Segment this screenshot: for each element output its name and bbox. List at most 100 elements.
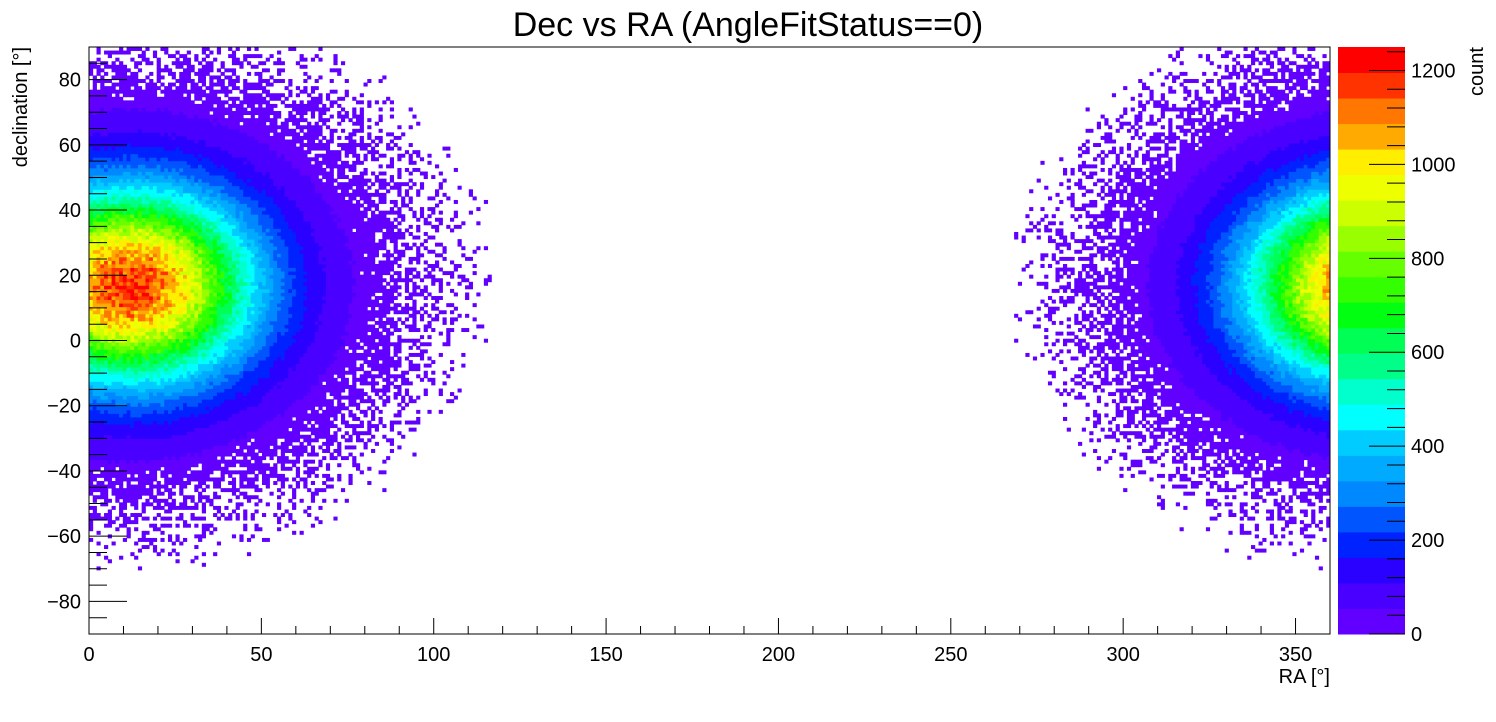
heatmap-cell bbox=[96, 349, 101, 354]
heatmap-cell bbox=[1251, 402, 1256, 407]
heatmap-cell bbox=[333, 388, 338, 393]
heatmap-cell bbox=[1243, 413, 1248, 418]
heatmap-cell bbox=[288, 360, 293, 365]
heatmap-cell bbox=[100, 438, 105, 443]
heatmap-cell bbox=[92, 495, 97, 500]
heatmap-cell bbox=[201, 406, 206, 411]
heatmap-cell bbox=[243, 349, 248, 354]
heatmap-cell bbox=[382, 434, 387, 439]
heatmap-cell bbox=[96, 374, 101, 379]
heatmap-cell bbox=[228, 473, 233, 478]
heatmap-cell bbox=[1096, 416, 1101, 421]
heatmap-cell bbox=[1096, 420, 1101, 425]
heatmap-cell bbox=[96, 388, 101, 393]
heatmap-cell bbox=[1258, 370, 1263, 375]
heatmap-cell bbox=[246, 374, 252, 379]
heatmap-cell bbox=[160, 424, 165, 429]
heatmap-cell bbox=[1138, 420, 1143, 425]
heatmap-cell bbox=[416, 420, 421, 425]
heatmap-cell bbox=[1119, 409, 1124, 414]
heatmap-cell bbox=[1277, 388, 1282, 393]
heatmap-cell bbox=[280, 427, 285, 432]
heatmap-cell bbox=[167, 523, 173, 528]
heatmap-cell bbox=[89, 488, 94, 493]
heatmap-cell bbox=[344, 456, 349, 461]
heatmap-cell bbox=[325, 420, 331, 425]
heatmap-cell bbox=[231, 381, 237, 386]
heatmap-cell bbox=[1168, 374, 1173, 379]
heatmap-cell bbox=[1258, 449, 1263, 453]
heatmap-cell bbox=[1318, 456, 1323, 461]
heatmap-cell bbox=[1160, 505, 1165, 510]
heatmap-cell bbox=[1235, 431, 1241, 436]
heatmap-cell bbox=[1288, 388, 1293, 393]
heatmap-cell bbox=[220, 434, 225, 439]
heatmap-cell bbox=[1194, 431, 1199, 436]
heatmap-cell bbox=[149, 399, 154, 404]
heatmap-cell bbox=[307, 434, 312, 439]
heatmap-cell bbox=[231, 456, 237, 461]
heatmap-cell bbox=[1209, 388, 1214, 393]
heatmap-cell bbox=[1292, 424, 1297, 429]
heatmap-cell bbox=[1228, 395, 1233, 400]
heatmap-cell bbox=[175, 470, 180, 475]
heatmap-cell bbox=[126, 484, 131, 489]
heatmap-cell bbox=[89, 516, 94, 521]
heatmap-cell bbox=[1179, 384, 1184, 389]
heatmap-cell bbox=[1209, 452, 1214, 457]
heatmap-cell bbox=[1183, 456, 1188, 461]
heatmap-cell bbox=[1202, 424, 1207, 429]
heatmap-cell bbox=[213, 466, 218, 471]
heatmap-cell bbox=[167, 449, 173, 453]
heatmap-cell bbox=[243, 445, 248, 450]
heatmap-cell bbox=[104, 413, 109, 418]
heatmap-cell bbox=[265, 416, 270, 421]
heatmap-cell bbox=[265, 402, 270, 407]
heatmap-cell bbox=[167, 381, 173, 386]
heatmap-cell bbox=[1183, 431, 1188, 436]
heatmap-cell bbox=[1205, 395, 1211, 400]
heatmap-cell bbox=[295, 406, 300, 411]
heatmap-cell bbox=[1224, 377, 1229, 382]
heatmap-cell bbox=[96, 377, 101, 382]
heatmap-cell bbox=[141, 545, 146, 550]
heatmap-cell bbox=[201, 505, 206, 510]
heatmap-cell bbox=[1296, 356, 1301, 361]
heatmap-cell bbox=[209, 441, 214, 446]
heatmap-cell bbox=[314, 416, 319, 421]
heatmap-cell bbox=[201, 388, 206, 393]
heatmap-cell bbox=[1194, 449, 1199, 453]
heatmap-cell bbox=[137, 381, 143, 386]
heatmap-cell bbox=[119, 370, 124, 375]
heatmap-cell bbox=[1205, 384, 1211, 389]
heatmap-cell bbox=[1292, 377, 1297, 382]
heatmap-cell bbox=[1318, 420, 1323, 425]
heatmap-cell bbox=[1284, 424, 1290, 429]
heatmap-cell bbox=[1220, 392, 1226, 397]
heatmap-cell bbox=[92, 374, 97, 379]
heatmap-cell bbox=[1322, 409, 1327, 414]
heatmap-cell bbox=[1164, 449, 1169, 453]
heatmap-cell bbox=[1202, 363, 1207, 368]
heatmap-cell bbox=[1299, 420, 1305, 425]
heatmap-cell bbox=[126, 409, 131, 414]
heatmap-cell bbox=[1292, 381, 1297, 386]
heatmap-cell bbox=[295, 363, 300, 368]
heatmap-cell bbox=[1254, 459, 1259, 464]
heatmap-cell bbox=[1314, 470, 1320, 475]
heatmap-cell bbox=[1175, 388, 1180, 393]
heatmap-cell bbox=[1149, 384, 1154, 389]
heatmap-cell bbox=[1296, 399, 1301, 404]
heatmap-cell bbox=[254, 363, 259, 368]
heatmap-cell bbox=[137, 441, 143, 446]
heatmap-cell bbox=[1172, 388, 1177, 393]
heatmap-cell bbox=[160, 409, 165, 414]
heatmap-cell bbox=[258, 470, 263, 475]
heatmap-cell bbox=[423, 374, 428, 379]
heatmap-cell bbox=[224, 388, 229, 393]
heatmap-cell bbox=[1235, 470, 1241, 475]
heatmap-cell bbox=[130, 477, 135, 482]
heatmap-cell bbox=[122, 356, 128, 361]
heatmap-cell bbox=[1314, 477, 1320, 482]
heatmap-cell bbox=[1198, 356, 1203, 361]
